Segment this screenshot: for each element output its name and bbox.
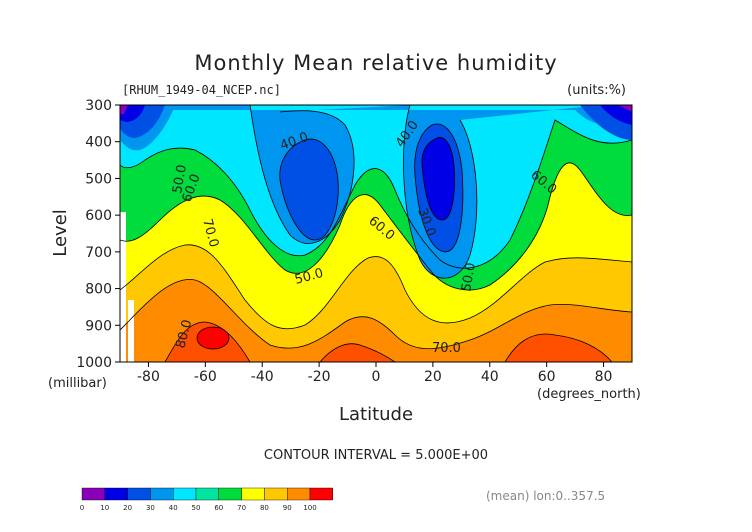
band-90-100-c: [505, 334, 612, 362]
y-tick-label: 1000: [76, 355, 112, 371]
y-tick-label: 400: [85, 135, 112, 151]
colorbar-tick-label: 10: [100, 504, 109, 512]
y-tick-label: 500: [85, 171, 112, 187]
contour-label: 50.0: [459, 262, 479, 293]
y-unit-label: (millibar): [48, 376, 107, 391]
colorbar-swatch: [81, 487, 105, 501]
colorbar-tick-label: 80: [260, 504, 269, 512]
missing-data-2: [128, 300, 134, 362]
colorbar-tick-label: 0: [80, 504, 84, 512]
y-tick-label: 900: [85, 318, 112, 334]
x-tick-label: 60: [538, 369, 556, 385]
colorbar-tick-label: 60: [214, 504, 223, 512]
y-tick-label: 800: [85, 282, 112, 298]
band-10-20-c: [600, 105, 632, 125]
x-tick-label: 40: [481, 369, 499, 385]
x-tick-label: -20: [308, 369, 331, 385]
y-tick-label: 700: [85, 245, 112, 261]
contour-field: [120, 105, 632, 362]
colorbar-tick-label: 40: [169, 504, 178, 512]
file-label: [RHUM_1949-04_NCEP.nc]: [122, 83, 281, 97]
y-tick-label: 600: [85, 208, 112, 224]
colorbar-swatch: [195, 487, 219, 501]
colorbar-tick-label: 100: [303, 504, 316, 512]
band-10-20-b: [120, 105, 145, 122]
x-axis-title: Latitude: [339, 404, 413, 425]
x-tick-label: 20: [424, 369, 442, 385]
band-40-50: [120, 105, 632, 269]
band-20-30-a: [279, 139, 339, 240]
contour-label: 80.0: [173, 318, 195, 350]
band-10-20-a: [421, 137, 455, 220]
missing-data: [120, 212, 126, 362]
x-tick-label: -60: [194, 369, 217, 385]
colorbar-tick-label: 50: [192, 504, 201, 512]
y-axis: 300 400 500 600 700 800 900 1000: [76, 98, 120, 371]
contour-label: 50.0: [293, 266, 325, 288]
colorbar-tick-label: 20: [123, 504, 132, 512]
colorbar-swatch: [218, 487, 242, 501]
contour-label: 70.0: [432, 341, 461, 356]
colorbar-tick-label: 30: [146, 504, 155, 512]
band-0-10: [120, 105, 128, 114]
colorbar-swatch: [309, 487, 333, 501]
colorbar-swatch: [150, 487, 174, 501]
band-90-100-b: [320, 343, 395, 362]
contour-lines: [120, 105, 632, 362]
max-core: [197, 327, 229, 349]
colorbar-swatch: [104, 487, 128, 501]
x-tick-label: 80: [595, 369, 613, 385]
chart-title: Monthly Mean relative humidity: [194, 51, 557, 75]
y-axis-title: Level: [50, 209, 71, 257]
colorbar-swatch: [287, 487, 311, 501]
contour-label: 70.0: [199, 217, 221, 249]
colorbar-swatch: [264, 487, 288, 501]
colorbar-swatch: [241, 487, 265, 501]
colorbar: 0 10 20 30 40 50 60 70 80 90 100: [80, 487, 333, 512]
x-unit-label: (degrees_north): [537, 387, 641, 402]
x-axis: -80 -60 -40 -20 0 20 40 60 80: [137, 362, 612, 385]
colorbar-tick-label: 90: [283, 504, 292, 512]
band-0-10-b: [618, 105, 632, 112]
x-tick-label: -40: [251, 369, 274, 385]
mean-text: (mean) lon:0..357.5: [486, 489, 605, 503]
x-tick-label: 0: [372, 369, 381, 385]
contour-interval: CONTOUR INTERVAL = 5.000E+00: [264, 448, 488, 463]
y-tick-label: 300: [85, 98, 112, 114]
colorbar-swatch: [172, 487, 197, 501]
colorbar-tick-label: 70: [237, 504, 246, 512]
colorbar-swatch: [127, 487, 151, 501]
units-label: (units:%): [567, 83, 626, 98]
contour-label: 50.0: [170, 164, 190, 195]
band-80-90: [120, 279, 632, 362]
x-tick-label: -80: [137, 369, 160, 385]
